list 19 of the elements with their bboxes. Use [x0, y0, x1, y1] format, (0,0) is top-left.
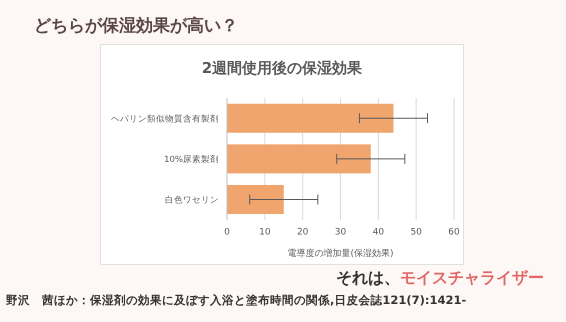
x-tick-label: 20 [296, 227, 309, 238]
x-tick-label: 60 [448, 227, 460, 238]
y-tick-label: 白色ワセリン [165, 194, 219, 206]
text: それは、 [336, 268, 400, 287]
x-tick-label: 50 [410, 227, 422, 238]
chart-subtitle: 2週間使用後の保湿効果 [200, 59, 364, 78]
x-tick-label: 30 [334, 227, 346, 238]
bar [227, 104, 394, 133]
x-axis-title: 電導度の増加量(保湿効果) [287, 248, 394, 259]
text: モイスチャライザー [400, 268, 544, 287]
y-tick-label: ヘパリン類似物質含有製剤 [111, 113, 219, 124]
text: 野沢 茜ほか：保湿剤の効果に及ぼす入浴と塗布時間の関係,日皮会誌121(7):1421- [6, 293, 466, 308]
y-tick-label: 10%尿素製剤 [164, 154, 219, 166]
chart-title: どちらが保湿効果が高い？ [34, 15, 238, 37]
x-tick-label: 0 [224, 227, 230, 238]
x-tick-label: 40 [372, 227, 384, 238]
x-tick-label: 10 [259, 227, 271, 238]
bar [227, 144, 371, 174]
bar [227, 185, 284, 214]
